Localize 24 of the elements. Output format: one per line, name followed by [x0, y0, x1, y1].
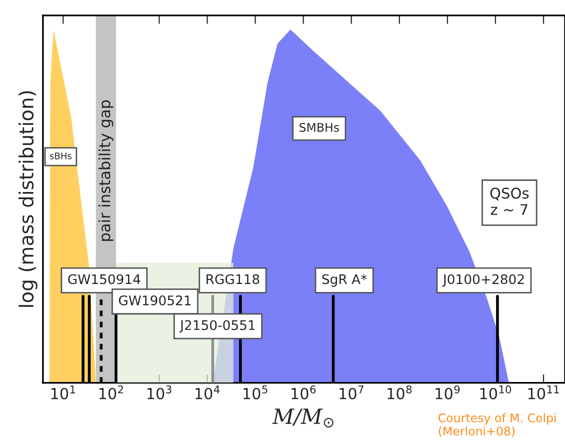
x-tick-label: 10$^{6}$ [292, 385, 316, 400]
x-tick-label: 10$^{8}$ [388, 385, 412, 400]
y-axis-title: log (mass distribution) [18, 91, 38, 307]
x-tick-label: 10$^{10}$ [480, 385, 512, 400]
x-tick-label: 10$^{5}$ [244, 386, 268, 400]
x-tick-label: 10$^{2}$ [99, 385, 124, 400]
ref-line-label: GW150914 [68, 274, 140, 284]
annotation: QSOs z ∼ 7 [490, 188, 529, 215]
annotation: sBHs [50, 152, 72, 160]
ref-line-label: J0100+2802 [442, 274, 524, 287]
x-tick-label: 10$^{1}$ [51, 386, 76, 400]
ref-line-label: RGG118 [206, 274, 260, 284]
annotation: SMBHs [300, 122, 339, 132]
x-tick-label: 10$^{3}$ [147, 385, 172, 400]
x-axis-title: M/M$_{⊙}$ [272, 408, 334, 428]
x-tick-label: 10$^{7}$ [340, 386, 364, 400]
x-tick-label: 10$^{11}$ [528, 386, 559, 400]
ref-line-label: GW190521 [118, 295, 191, 306]
ref-line-label: SgR A* [322, 274, 367, 287]
band-label: pair instability gap [98, 100, 114, 241]
text: Courtesy of M. Colpi (Merloni+08) [438, 413, 556, 437]
x-tick-label: 10$^{4}$ [195, 386, 220, 400]
x-tick-label: 10$^{9}$ [436, 385, 460, 400]
ref-line-label: J2150-0551 [179, 320, 255, 333]
